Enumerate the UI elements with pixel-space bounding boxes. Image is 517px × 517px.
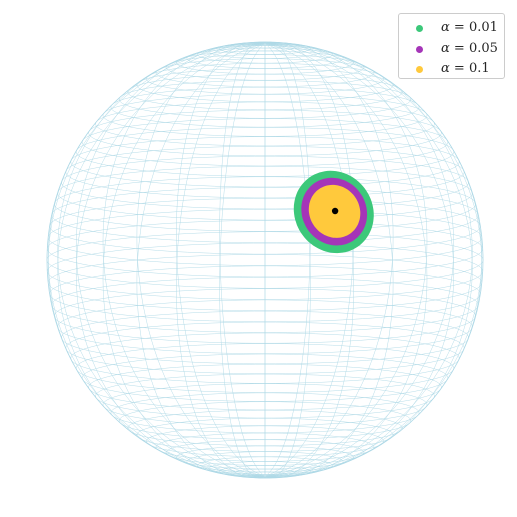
legend-marker-green	[416, 25, 423, 32]
longitude-line	[57, 43, 266, 477]
longitude-line	[264, 43, 354, 478]
longitude-line	[219, 41, 266, 477]
longitude-line	[47, 43, 266, 477]
longitude-line	[264, 43, 483, 477]
longitude-line	[75, 43, 266, 477]
legend-marker-yellow	[416, 66, 423, 73]
legend-label: α = 0.1	[441, 61, 490, 76]
longitude-line	[264, 43, 473, 477]
legend-marker-purple	[416, 45, 423, 53]
longitude-line	[264, 43, 455, 477]
legend-label: α = 0.05	[441, 40, 498, 56]
longitude-line	[176, 42, 266, 477]
longitude-line	[102, 43, 266, 478]
longitude-line	[264, 43, 455, 477]
longitude-line	[47, 43, 266, 477]
legend-item-alpha-001: α = 0.01	[407, 18, 504, 39]
legend-item-alpha-01: α = 0.1	[407, 59, 504, 80]
center-point-layer	[331, 207, 339, 215]
sphere-wireframe	[46, 41, 484, 479]
longitude-line	[102, 42, 266, 477]
legend-item-alpha-005: α = 0.05	[407, 39, 504, 60]
sphere-outline	[46, 41, 484, 479]
legend-label: α = 0.01	[441, 20, 498, 35]
longitude-line	[136, 43, 266, 478]
longitude-line	[264, 43, 428, 478]
longitude-line	[264, 43, 473, 477]
longitude-line	[219, 43, 266, 479]
longitude-line	[264, 43, 483, 477]
legend: α = 0.01 α = 0.05 α = 0.1	[398, 13, 505, 79]
longitude-line	[264, 43, 311, 479]
longitude-line	[264, 42, 394, 477]
longitude-line	[75, 43, 266, 477]
longitude-line	[176, 43, 266, 478]
longitude-line	[57, 43, 266, 477]
longitude-line	[264, 42, 428, 477]
center-point	[331, 207, 339, 215]
